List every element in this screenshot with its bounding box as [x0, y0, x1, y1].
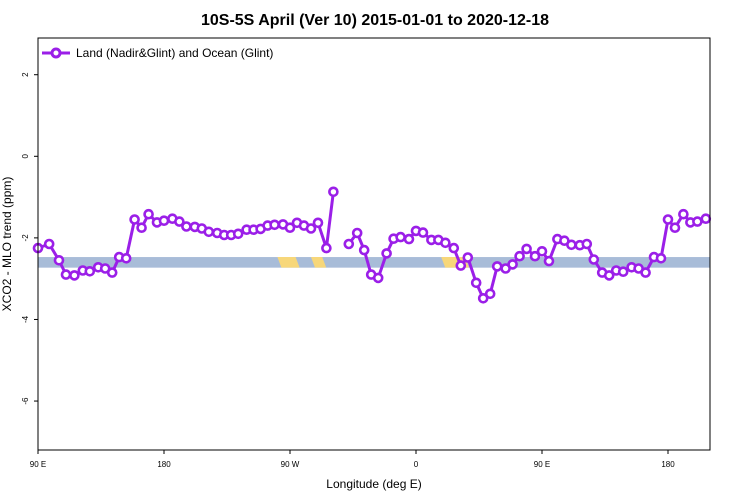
data-point — [343, 238, 355, 250]
legend-marker-swatch — [50, 47, 62, 59]
data-point — [403, 233, 415, 245]
data-point — [566, 239, 577, 251]
chart-title: 10S-5S April (Ver 10) 2015-01-01 to 2020… — [201, 12, 549, 29]
data-point — [440, 237, 451, 249]
data-point — [351, 227, 363, 239]
x-axis-label: Longitude (deg E) — [326, 477, 421, 491]
land-band-segment — [277, 257, 300, 268]
data-point — [395, 231, 406, 243]
data-point — [484, 288, 496, 300]
data-point — [462, 252, 474, 263]
data-point — [455, 260, 467, 271]
data-point — [269, 219, 280, 231]
data-point — [521, 243, 532, 255]
data-point — [106, 267, 118, 278]
data-point — [381, 248, 392, 259]
y-axis: 2 0 -2 -4 -6 — [21, 72, 38, 405]
data-point — [507, 259, 518, 270]
ocean-band — [38, 257, 710, 268]
legend: Land (Nadir&Glint) and Ocean (Glint) — [42, 46, 273, 60]
y-tick-label: -6 — [21, 397, 30, 405]
data-point — [69, 270, 80, 281]
data-point — [372, 272, 384, 284]
x-tick-label: 180 — [157, 460, 171, 469]
data-point — [60, 269, 72, 280]
data-point — [692, 216, 703, 227]
data-point — [321, 242, 332, 254]
y-axis-label: XCO2 - MLO trend (ppm) — [0, 177, 14, 312]
data-point — [136, 222, 147, 233]
x-tick-label: 90 E — [30, 460, 46, 469]
data-point — [655, 252, 667, 264]
x-tick-label: 0 — [414, 460, 419, 469]
data-point — [491, 261, 503, 272]
data-point — [43, 238, 55, 250]
x-tick-label: 90 E — [534, 460, 550, 469]
data-point — [581, 238, 593, 250]
plot-frame — [37, 37, 711, 451]
data-point — [143, 208, 154, 220]
data-point — [603, 270, 615, 281]
data-point — [448, 242, 460, 254]
data-point — [305, 223, 317, 234]
y-tick-label: -4 — [21, 315, 30, 323]
land-band-segment — [311, 257, 327, 268]
y-tick-label: 0 — [21, 154, 30, 159]
x-tick-label: 90 W — [281, 460, 300, 469]
y-tick-label: -2 — [21, 234, 30, 242]
data-point — [181, 221, 192, 232]
x-tick-label: 180 — [661, 460, 675, 469]
data-point — [232, 228, 244, 240]
data-point — [700, 213, 712, 224]
data-point — [129, 214, 140, 225]
data-point — [84, 265, 96, 277]
data-point — [617, 266, 629, 278]
data-point — [640, 267, 651, 278]
data-point — [417, 227, 429, 238]
data-point — [536, 246, 548, 257]
data-point — [203, 226, 215, 238]
data-point — [662, 214, 674, 225]
data-series — [32, 186, 712, 304]
x-axis: 90 E 180 90 W 0 90 E 180 — [30, 450, 675, 469]
y-tick-label: 2 — [21, 72, 30, 77]
data-point — [477, 292, 489, 304]
data-point — [312, 217, 324, 229]
surface-band — [38, 257, 710, 268]
data-point — [470, 277, 482, 289]
data-point — [514, 250, 525, 262]
data-point — [328, 186, 339, 198]
data-point — [174, 216, 185, 227]
data-point — [588, 254, 600, 265]
data-point — [53, 254, 65, 266]
data-point — [678, 208, 689, 220]
data-point — [543, 255, 555, 267]
data-point — [120, 252, 132, 264]
data-point — [669, 222, 681, 233]
data-point — [358, 244, 370, 256]
data-point — [529, 250, 541, 262]
data-point — [158, 215, 170, 226]
data-point — [284, 222, 296, 233]
legend-entry-label: Land (Nadir&Glint) and Ocean (Glint) — [76, 46, 273, 60]
